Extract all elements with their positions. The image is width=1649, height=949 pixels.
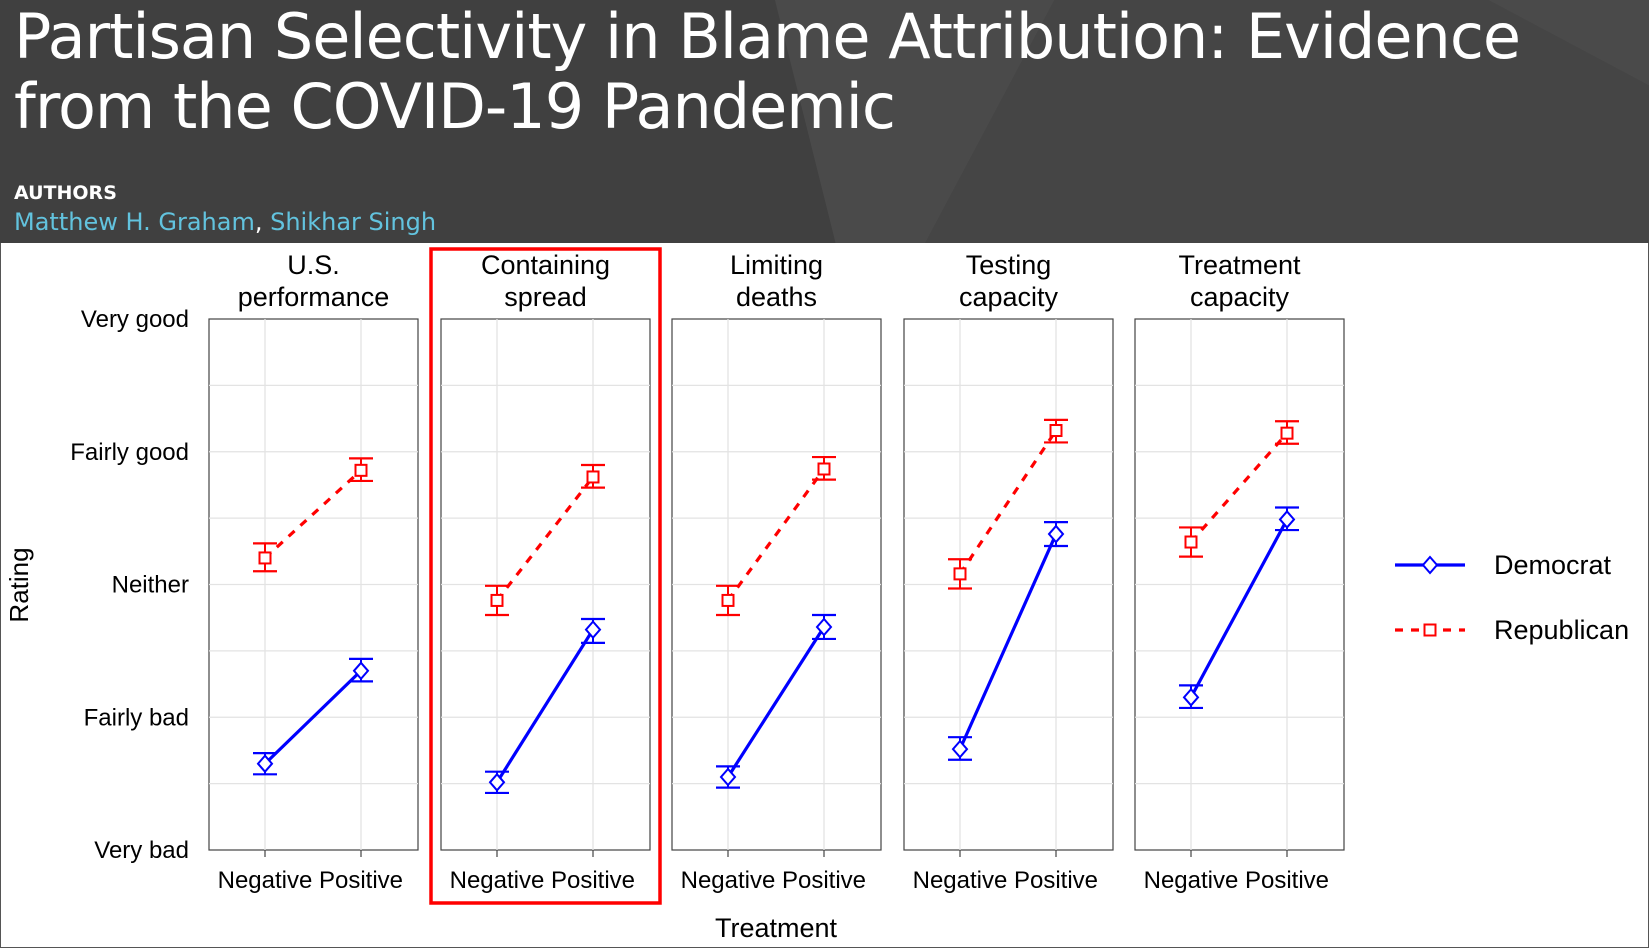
series-line-democrat — [495, 628, 595, 784]
authors-line: Matthew H. Graham, Shikhar Singh — [14, 208, 436, 236]
x-axis-title: Treatment — [715, 913, 838, 943]
panel-title: Treatment — [1178, 250, 1301, 280]
x-tick-label: Negative — [681, 867, 776, 894]
x-tick-label: Negative — [1144, 867, 1239, 894]
data-point-republican — [953, 567, 967, 581]
panel-title: capacity — [1190, 282, 1290, 312]
series-line-democrat — [263, 669, 363, 765]
legend-marker — [1423, 623, 1437, 637]
series-line-republican — [958, 429, 1058, 575]
x-tick-label: Negative — [450, 867, 545, 894]
panel: U.S.performance Negative Positive — [208, 250, 419, 894]
data-point-republican — [1280, 426, 1294, 440]
x-tick-label: Negative — [218, 867, 313, 894]
x-tick-label: Positive — [782, 867, 866, 894]
legend-label: Democrat — [1494, 550, 1612, 580]
series-line-democrat — [958, 533, 1058, 750]
panel-title: Testing — [966, 250, 1052, 280]
panel-title: Containing — [481, 250, 610, 280]
y-tick-label: Very bad — [94, 837, 189, 864]
data-point-democrat — [815, 617, 833, 637]
data-point-republican — [1049, 424, 1063, 438]
series-line-democrat — [1189, 518, 1289, 699]
data-point-republican — [1184, 535, 1198, 549]
legend-item-democrat: Democrat — [1395, 550, 1612, 580]
panel-title: U.S. — [287, 250, 340, 280]
data-point-democrat — [256, 754, 274, 774]
x-tick-label: Positive — [551, 867, 635, 894]
data-point-democrat — [1278, 509, 1296, 529]
series-line-republican — [726, 468, 826, 602]
x-tick-label: Negative — [913, 867, 1008, 894]
y-tick-label: Fairly good — [70, 439, 189, 466]
panel-title: capacity — [959, 282, 1059, 312]
panel-title: deaths — [736, 282, 817, 312]
data-point-republican — [354, 463, 368, 477]
data-point-republican — [586, 470, 600, 484]
data-point-democrat — [719, 767, 737, 787]
legend-label: Republican — [1494, 615, 1629, 645]
data-point-democrat — [352, 661, 370, 681]
paper-title: Partisan Selectivity in Blame Attributio… — [14, 0, 1521, 143]
series-line-republican — [495, 475, 595, 602]
data-point-republican — [721, 593, 735, 607]
series-line-republican — [263, 469, 363, 560]
y-tick-label: Very good — [81, 306, 189, 333]
panel-title: spread — [504, 282, 587, 312]
data-point-democrat — [584, 620, 602, 640]
panel-title: Limiting — [730, 250, 823, 280]
data-point-republican — [490, 593, 504, 607]
data-point-democrat — [1182, 687, 1200, 707]
x-tick-label: Positive — [1014, 867, 1098, 894]
panel-title: performance — [238, 282, 390, 312]
x-tick-label: Positive — [319, 867, 403, 894]
y-axis-title: Rating — [4, 547, 34, 622]
data-point-republican — [258, 551, 272, 565]
paper-header: Partisan Selectivity in Blame Attributio… — [0, 0, 1649, 243]
data-point-democrat — [951, 739, 969, 759]
authors-label: AUTHORS — [14, 182, 117, 204]
legend-marker — [1421, 555, 1439, 575]
data-point-democrat — [488, 772, 506, 792]
author-link-singh[interactable]: Shikhar Singh — [270, 208, 437, 236]
highlight-box — [429, 247, 662, 905]
data-point-republican — [817, 462, 831, 476]
y-tick-label: Neither — [112, 572, 189, 599]
series-line-democrat — [726, 626, 826, 778]
x-tick-label: Positive — [1245, 867, 1329, 894]
author-separator: , — [254, 208, 271, 236]
data-point-democrat — [1047, 524, 1065, 544]
y-tick-label: Fairly bad — [84, 704, 189, 731]
author-link-graham[interactable]: Matthew H. Graham — [14, 208, 255, 236]
legend-item-republican: Republican — [1395, 615, 1629, 645]
